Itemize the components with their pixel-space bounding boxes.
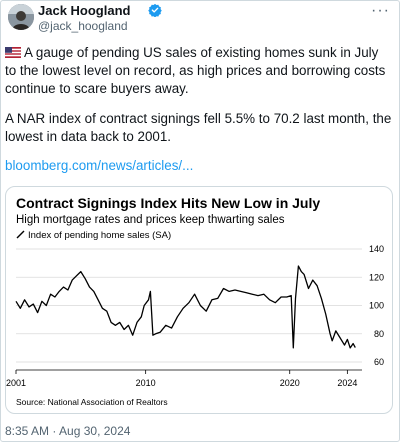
x-tick-label-2020: 2020 bbox=[280, 378, 300, 388]
more-icon[interactable]: ··· bbox=[371, 2, 390, 19]
y-tick-label-100: 100 bbox=[369, 301, 384, 311]
y-tick-label-60: 60 bbox=[374, 357, 384, 367]
legend-label: Index of pending home sales (SA) bbox=[28, 230, 172, 241]
line-legend-icon bbox=[16, 230, 25, 239]
y-tick-label-120: 120 bbox=[369, 272, 384, 282]
x-tick-label-2010: 2010 bbox=[136, 378, 156, 388]
author-handle[interactable]: @jack_hoogland bbox=[38, 19, 128, 33]
article-link[interactable]: bloomberg.com/news/articles/... bbox=[5, 158, 194, 173]
y-tick-label-140: 140 bbox=[369, 244, 384, 254]
chart-title: Contract Signings Index Hits New Low in … bbox=[16, 195, 321, 211]
series-line-0 bbox=[15, 265, 356, 349]
x-tick-label-2024: 2024 bbox=[337, 378, 357, 388]
avatar[interactable] bbox=[8, 4, 34, 30]
chart-card[interactable]: Contract Signings Index Hits New Low in … bbox=[5, 186, 393, 414]
y-tick-label-80: 80 bbox=[374, 329, 384, 339]
chart-subtitle: High mortgage rates and prices keep thwa… bbox=[16, 214, 285, 226]
verified-badge-icon bbox=[148, 3, 162, 17]
x-tick-label-2001: 2001 bbox=[6, 378, 26, 388]
tweet-text-paragraph-2: A NAR index of contract signings fell 5.… bbox=[5, 111, 392, 144]
tweet-timestamp[interactable]: 8:35 AM · Aug 30, 2024 bbox=[5, 424, 131, 438]
us-flag-icon bbox=[5, 47, 21, 58]
author-name[interactable]: Jack Hoogland bbox=[38, 3, 131, 18]
chart-legend: Index of pending home sales (SA) bbox=[16, 230, 171, 241]
chart-plot: 140 120 100 80 60 2001 2010 2020 2024 bbox=[6, 244, 384, 388]
paragraph-1-text: A gauge of pending US sales of existing … bbox=[5, 45, 386, 96]
tweet-text-paragraph-1: A gauge of pending US sales of existing … bbox=[5, 44, 393, 98]
chart-source: Source: National Association of Realtors bbox=[16, 397, 168, 407]
